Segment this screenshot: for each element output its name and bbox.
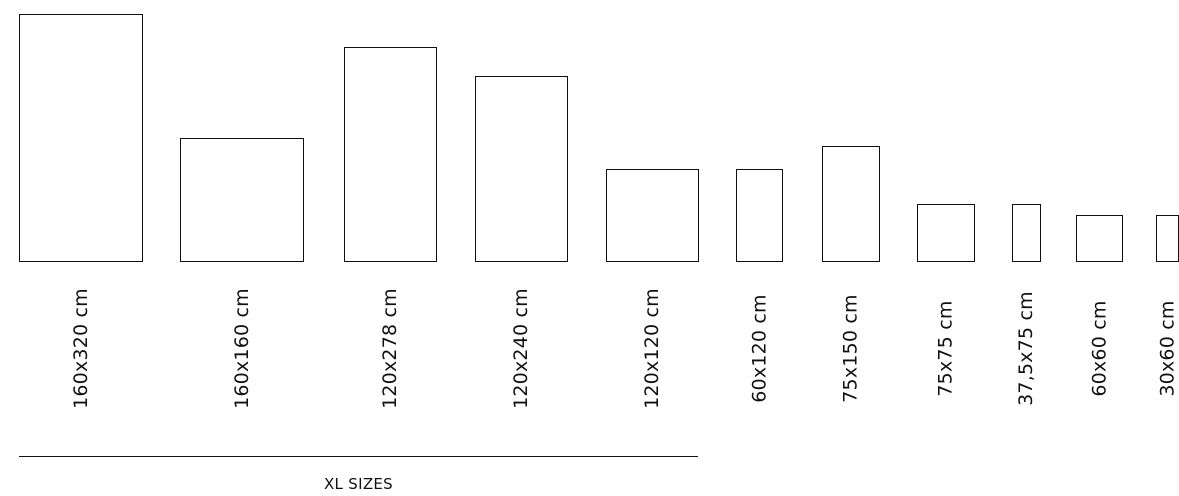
tile-size-label: 160x160 cm bbox=[230, 287, 253, 409]
tile-size-label: 120x120 cm bbox=[640, 287, 663, 409]
tile-5 bbox=[606, 169, 699, 262]
tile-size-label: 160x320 cm bbox=[69, 287, 92, 409]
tile-3 bbox=[344, 47, 437, 262]
tile-8 bbox=[917, 204, 975, 262]
tile-7 bbox=[822, 146, 880, 262]
tile-size-label: 75x150 cm bbox=[839, 293, 862, 403]
tile-9 bbox=[1012, 204, 1041, 262]
tile-size-label: 60x120 cm bbox=[748, 293, 771, 403]
tile-10 bbox=[1076, 215, 1123, 262]
tile-6 bbox=[736, 169, 783, 262]
tile-11 bbox=[1156, 215, 1179, 262]
tile-size-label: 75x75 cm bbox=[934, 299, 957, 397]
xl-sizes-divider bbox=[19, 456, 698, 457]
tile-size-label: 60x60 cm bbox=[1088, 299, 1111, 397]
tile-1 bbox=[19, 14, 143, 262]
xl-sizes-caption: XL SIZES bbox=[323, 475, 394, 493]
tile-size-label: 30x60 cm bbox=[1156, 299, 1179, 397]
tile-size-label: 37,5x75 cm bbox=[1014, 290, 1037, 406]
tile-4 bbox=[475, 76, 568, 262]
tile-size-label: 120x240 cm bbox=[509, 287, 532, 409]
tile-size-label: 120x278 cm bbox=[378, 287, 401, 409]
tile-2 bbox=[180, 138, 304, 262]
